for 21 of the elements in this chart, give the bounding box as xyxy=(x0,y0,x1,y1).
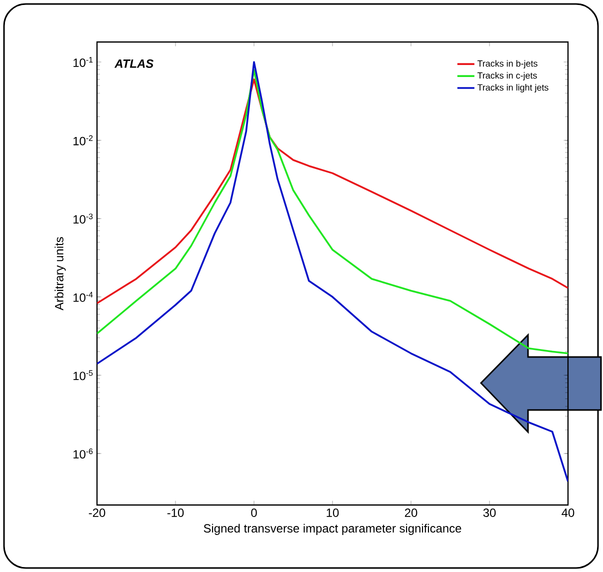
x-tick-label: 10 xyxy=(326,508,339,517)
x-tick-label: 20 xyxy=(404,508,418,517)
line-series xyxy=(97,69,568,354)
legend-label: Tracks in c-jets xyxy=(477,72,537,80)
y-axis-title: Arbitrary units xyxy=(54,237,66,310)
x-tick-label: 30 xyxy=(483,508,496,517)
x-tick-label: 40 xyxy=(562,508,574,517)
legend-label: Tracks in b-jets xyxy=(477,60,538,68)
y-tick-label: 10$^{-1}$ xyxy=(74,57,93,67)
x-tick-label: -20 xyxy=(88,508,106,517)
y-tick-label: 10$^{-6}$ xyxy=(74,448,93,459)
y-tick-label: 10$^{-5}$ xyxy=(74,370,93,380)
annotation: ATLAS xyxy=(114,59,154,68)
y-tick-label: 10$^{-3}$ xyxy=(74,214,93,224)
x-tick-label: 0 xyxy=(251,508,257,517)
y-tick-label: 10$^{-4}$ xyxy=(74,292,93,302)
legend-label: Tracks in light jets xyxy=(477,84,548,92)
y-tick-label: 10$^{-2}$ xyxy=(74,135,93,146)
x-axis-title: Signed transverse impact parameter significance xyxy=(204,524,462,535)
x-tick-label: -10 xyxy=(167,508,184,517)
line-series xyxy=(97,61,568,482)
